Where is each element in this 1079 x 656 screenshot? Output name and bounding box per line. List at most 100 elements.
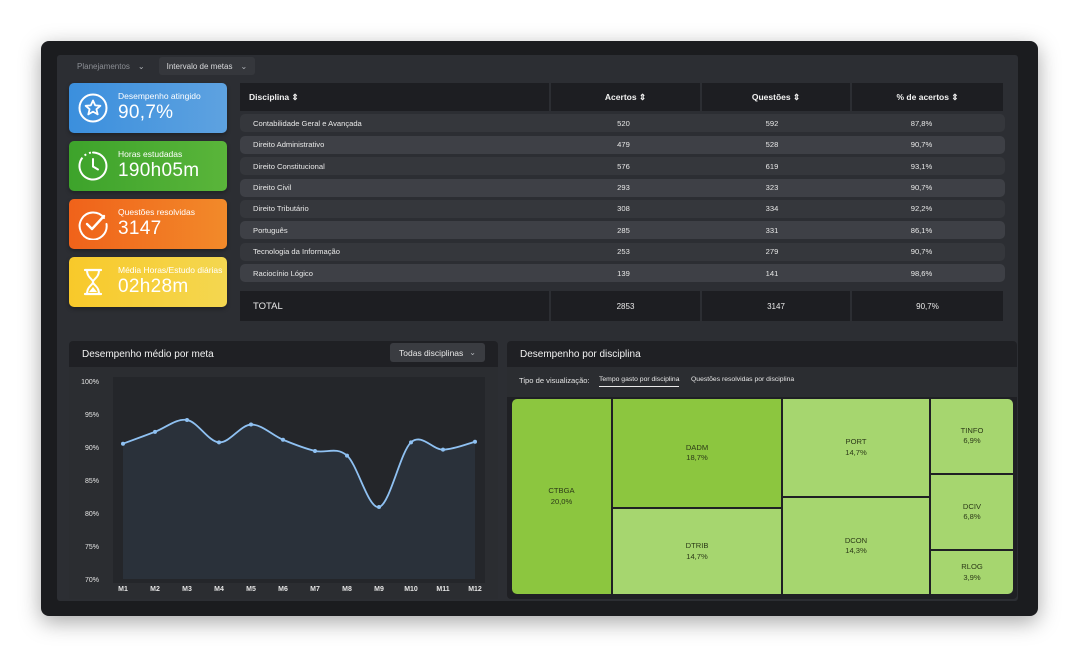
treemap-chart: CTBGA 20,0% DADM 18,7% DTRIB 14,7% PORT 14,7% DC…	[512, 399, 1013, 594]
treemap-tile-rlog[interactable]: RLOG 3,9%	[931, 551, 1013, 594]
table-row: Direito Civil 293 323 90,7%	[240, 178, 1005, 197]
table-row: Direito Tributário 308 334 92,2%	[240, 199, 1005, 218]
disciplinas-table: Disciplina ⇕ Acertos ⇕ Questões ⇕ % de a…	[240, 83, 1005, 325]
questoes-cell: 619	[765, 161, 779, 171]
table-row: Raciocínio Lógico 139 141 98,6%	[240, 264, 1005, 283]
sort-icon: ⇕	[951, 91, 959, 102]
kpi-value: 190h05m	[118, 160, 200, 181]
kpi-value: 02h28m	[118, 276, 189, 297]
header-acertos[interactable]: Acertos ⇕	[551, 83, 700, 111]
header-questoes[interactable]: Questões ⇕	[702, 83, 850, 111]
total-acertos: 2853	[551, 291, 700, 322]
kpi-card-questoes: Questões resolvidas 3147	[69, 199, 227, 249]
disciplina-cell: Contabilidade Geral e Avançada	[253, 118, 362, 128]
tab-tempo-gasto[interactable]: Tempo gasto por disciplina	[599, 376, 680, 387]
tile-code: TINFO	[960, 425, 984, 435]
visualization-bar: Tipo de visualização: Tempo gasto por di…	[507, 367, 1017, 397]
tile-code: DADM	[685, 442, 709, 452]
x-tick-label: M4	[214, 586, 224, 593]
tab-questoes-resolvidas[interactable]: Questões resolvidas por disciplina	[691, 376, 795, 383]
disciplina-cell: Tecnologia da Informação	[253, 247, 340, 257]
acertos-cell: 308	[617, 204, 630, 214]
y-tick-label: 75%	[85, 544, 99, 551]
treemap-tile-tinfo[interactable]: TINFO 6,9%	[931, 399, 1013, 473]
total-label: TOTAL	[240, 291, 549, 322]
disciplina-cell: Direito Administrativo	[253, 140, 325, 150]
percent-cell: 87,8%	[910, 118, 933, 128]
x-tick-label: M7	[310, 586, 320, 593]
intervalo-metas-filter[interactable]: Intervalo de metas ⌄	[158, 57, 256, 75]
y-tick-label: 80%	[85, 511, 99, 518]
table-row: Direito Constitucional 576 619 93,1%	[240, 157, 1005, 176]
disciplinas-dropdown[interactable]: Todas disciplinas ⌄	[390, 343, 485, 362]
tile-value: 20,0%	[550, 496, 573, 506]
questoes-cell: 141	[765, 268, 779, 278]
data-point	[249, 422, 253, 427]
data-point	[313, 448, 317, 453]
header-label: Acertos	[604, 92, 637, 102]
header-label: % de acertos	[896, 92, 949, 102]
tile-value: 18,7%	[686, 453, 708, 462]
data-point	[185, 417, 189, 422]
acertos-cell: 520	[617, 118, 630, 128]
data-point	[409, 440, 413, 445]
planejamentos-filter[interactable]: Planejamentos ⌄	[69, 57, 153, 75]
acertos-cell: 293	[617, 183, 630, 193]
acertos-cell: 285	[617, 225, 630, 235]
y-tick-label: 100%	[81, 379, 99, 386]
x-tick-label: M8	[342, 586, 352, 593]
panel-title: Desempenho por disciplina	[520, 349, 641, 360]
data-point	[153, 429, 157, 434]
acertos-cell: 139	[617, 268, 630, 278]
treemap-tile-ctbga[interactable]: CTBGA 20,0%	[512, 399, 611, 594]
kpi-label: Média Horas/Estudo diárias	[118, 265, 223, 275]
tile-value: 3,9%	[963, 572, 981, 582]
treemap-tile-dtrib[interactable]: DTRIB 14,7%	[613, 509, 781, 594]
line-chart: 100% 95% 90% 85% 80% 75% 70% M1 M2 M3 M4 M5 M6 M7 M8 M9…	[81, 377, 485, 593]
header-percent-acertos[interactable]: % de acertos ⇕	[852, 83, 1003, 111]
table-row: Contabilidade Geral e Avançada 520 592 87,8…	[240, 114, 1005, 133]
questoes-cell: 331	[765, 225, 779, 235]
percent-cell: 98,6%	[910, 268, 933, 278]
data-point	[441, 447, 445, 452]
area-fill	[123, 419, 475, 579]
tile-code: RLOG	[961, 562, 983, 572]
disciplina-cell: Raciocínio Lógico	[253, 268, 313, 278]
desempenho-disciplina-panel: Desempenho por disciplina Tipo de visual…	[507, 341, 1017, 599]
acertos-cell: 576	[617, 161, 630, 171]
percent-cell: 90,7%	[910, 247, 933, 257]
tile-code: DCIV	[962, 501, 982, 511]
chevron-down-icon: ⌄	[469, 348, 476, 357]
treemap-tile-port[interactable]: PORT 14,7%	[783, 399, 929, 496]
total-questoes: 3147	[702, 291, 850, 322]
intervalo-metas-filter-label: Intervalo de metas	[166, 61, 233, 71]
line-chart-area: 100% 95% 90% 85% 80% 75% 70% M1 M2 M3 M4 M5 M6 M7 M8 M9…	[69, 367, 498, 599]
treemap-tile-dadm[interactable]: DADM 18,7%	[613, 399, 781, 507]
disciplina-cell: Direito Civil	[253, 183, 292, 193]
y-tick-label: 95%	[85, 412, 99, 419]
sort-icon: ⇕	[291, 91, 299, 102]
questoes-cell: 592	[765, 118, 779, 128]
percent-cell: 90,7%	[910, 140, 933, 150]
questoes-cell: 279	[765, 247, 779, 257]
chevron-down-icon: ⌄	[137, 61, 145, 71]
kpi-label: Desempenho atingido	[118, 91, 201, 101]
dropdown-value: Todas disciplinas	[399, 347, 464, 358]
acertos-cell: 479	[617, 140, 630, 150]
x-tick-label: M11	[436, 586, 449, 593]
tile-code: DTRIB	[685, 541, 709, 551]
kpi-cards: Desempenho atingido 90,7% Horas estudada…	[69, 83, 227, 315]
total-percent: 90,7%	[852, 291, 1003, 322]
treemap-tile-dciv[interactable]: DCIV 6,8%	[931, 475, 1013, 549]
dashboard-screen: Planejamentos ⌄ Intervalo de metas ⌄ Des…	[57, 55, 1018, 601]
disciplina-cell: Direito Tributário	[253, 204, 309, 214]
header-disciplina[interactable]: Disciplina ⇕	[240, 83, 549, 111]
y-tick-label: 90%	[85, 445, 99, 452]
table-total-row: TOTAL 2853 3147 90,7%	[240, 291, 1005, 322]
tile-value: 6,8%	[963, 512, 981, 521]
header-label: Disciplina	[249, 92, 290, 102]
tile-code: CTBGA	[548, 486, 575, 496]
sort-icon: ⇕	[793, 91, 801, 102]
treemap-tile-dcon[interactable]: DCON 14,3%	[783, 498, 929, 594]
kpi-value: 90,7%	[118, 102, 174, 123]
